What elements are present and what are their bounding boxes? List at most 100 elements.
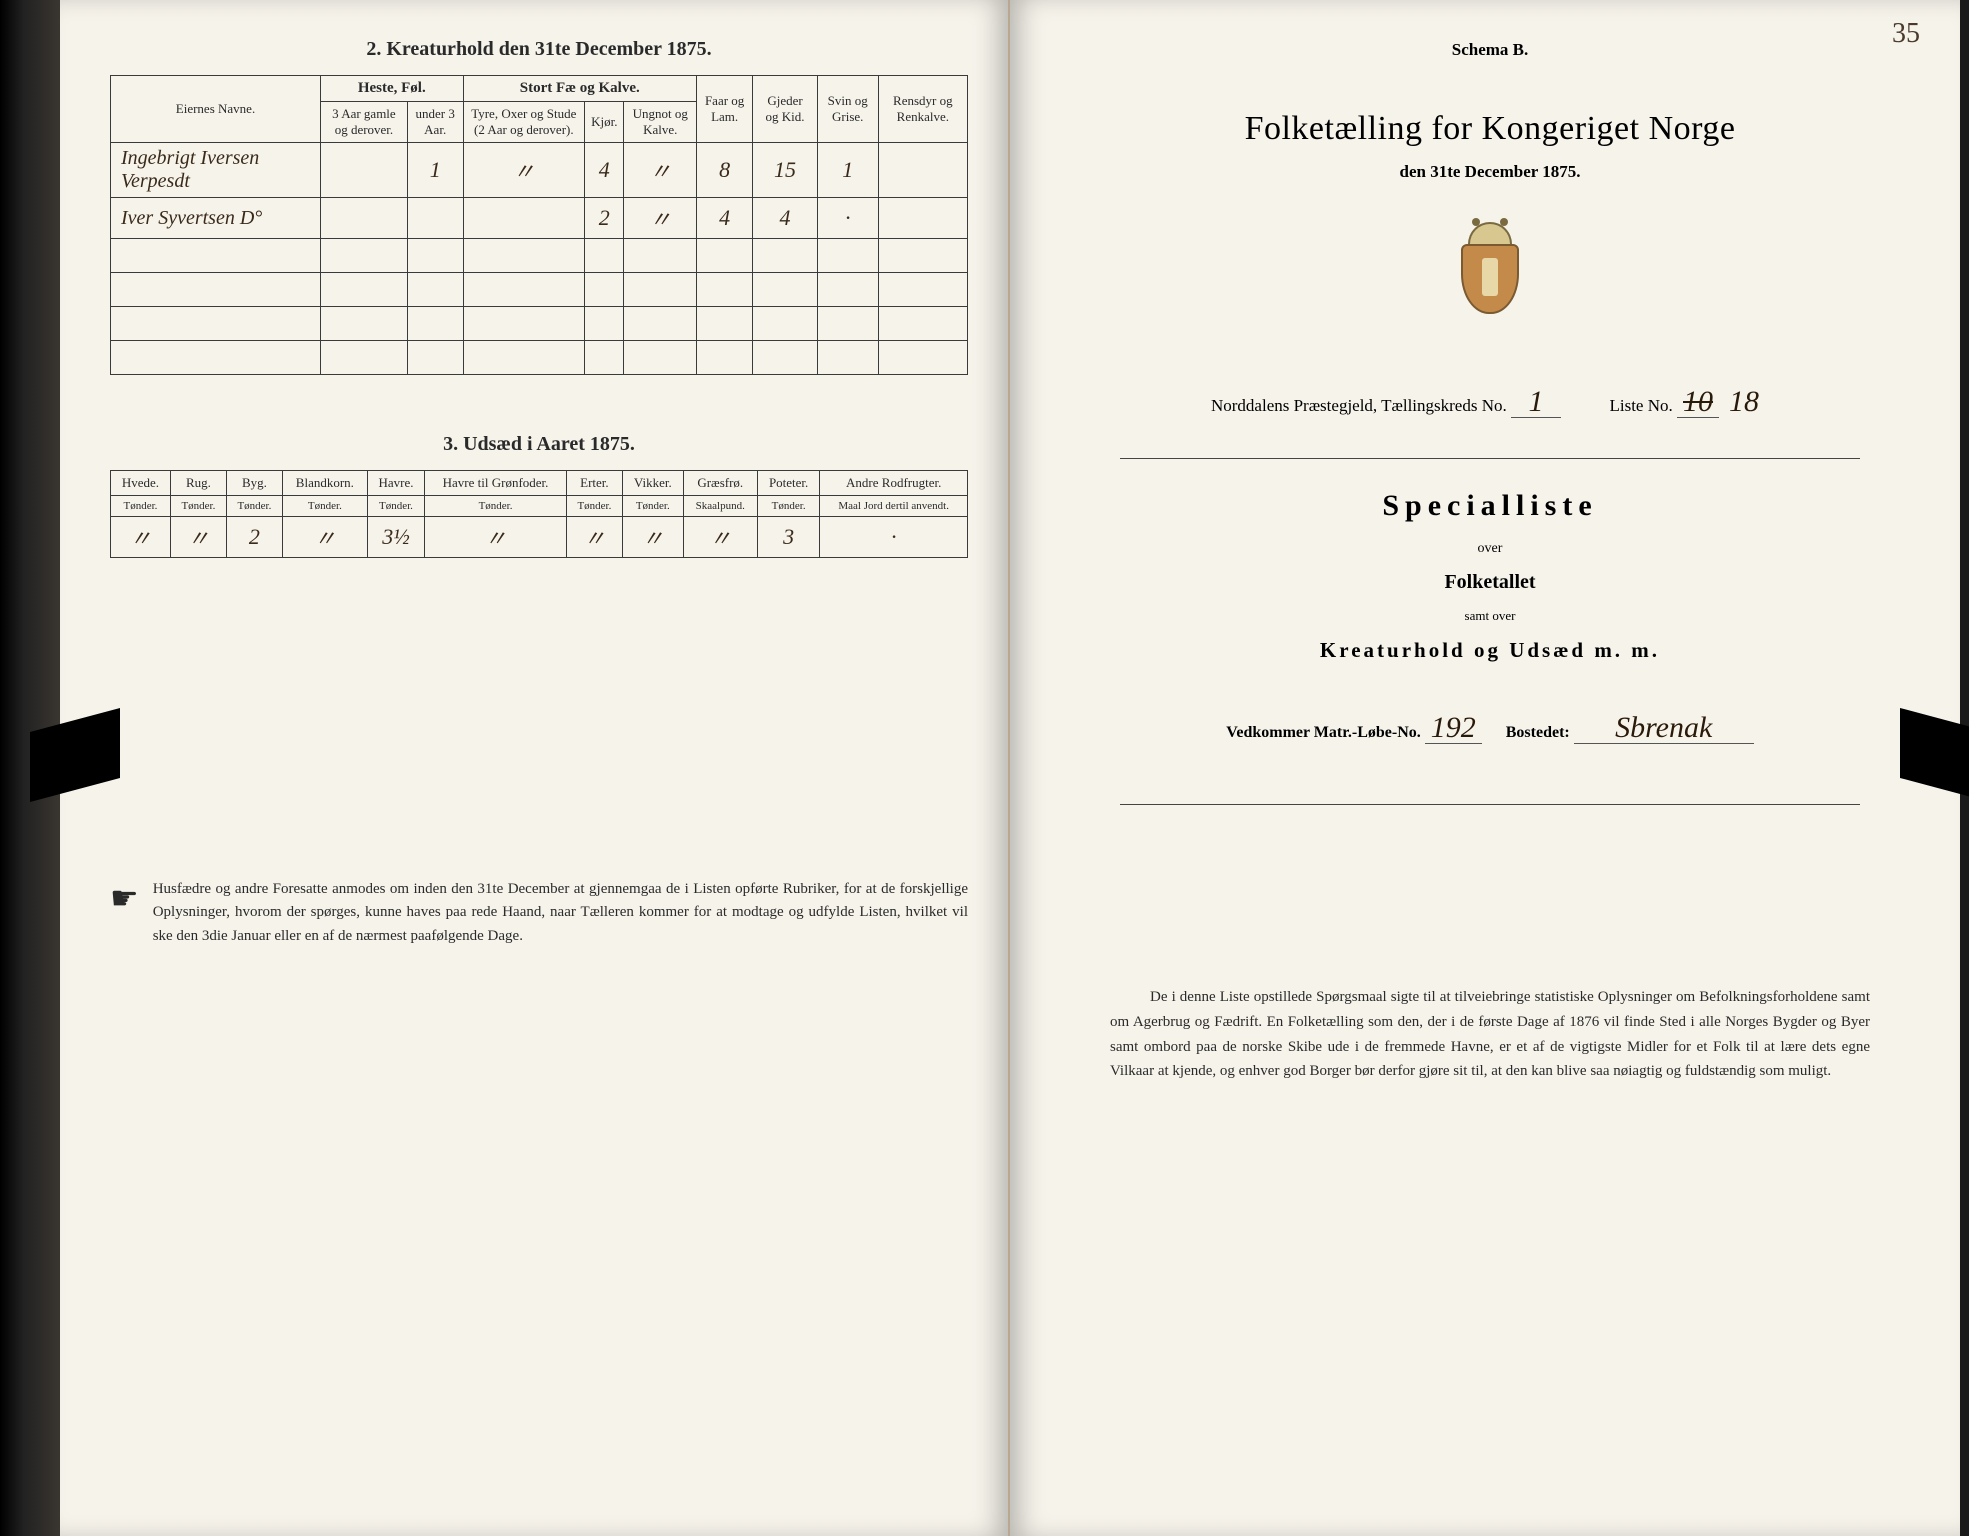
folketallet-label: Folketallet (1080, 571, 1900, 594)
page-number: 35 (1892, 18, 1920, 50)
seed-col: Andre Rodfrugter. (820, 471, 968, 496)
rule (1120, 458, 1860, 459)
kreatur-heading: Kreaturhold og Udsæd m. m. (1080, 638, 1900, 663)
table-row: 〃 〃 2 〃 3½ 〃 〃 〃 〃 3 · (111, 517, 968, 558)
cell: 8 (696, 143, 752, 198)
liste-no-struck: 10 (1677, 387, 1719, 418)
vedk-label: Vedkommer Matr.-Løbe-No. (1226, 724, 1421, 741)
clip-right (1900, 708, 1969, 802)
seed-col: Blandkorn. (282, 471, 367, 496)
seed-col: Havre til Grønfoder. (425, 471, 567, 496)
cell: 4 (696, 198, 752, 239)
col-fae-a: Tyre, Oxer og Stude (2 Aar og derover). (463, 102, 585, 143)
cell: 〃 (624, 143, 697, 198)
cell: 3½ (367, 517, 424, 558)
cell: 4 (585, 143, 624, 198)
cell: · (817, 198, 878, 239)
seed-unit: Tønder. (226, 496, 282, 517)
cell: 1 (817, 143, 878, 198)
seed-unit: Tønder. (111, 496, 171, 517)
cell: 〃 (170, 517, 226, 558)
table-row (111, 307, 968, 341)
cell: 〃 (566, 517, 622, 558)
seed-unit: Tønder. (566, 496, 622, 517)
cell: 〃 (622, 517, 683, 558)
cell (878, 198, 967, 239)
owner-name: Iver Syvertsen D° (111, 198, 321, 239)
cell: 〃 (624, 198, 697, 239)
seed-unit: Tønder. (282, 496, 367, 517)
cell: 〃 (683, 517, 757, 558)
seed-unit: Tønder. (367, 496, 424, 517)
parish-no: 1 (1511, 387, 1561, 418)
seed-unit: Tønder. (622, 496, 683, 517)
rule (1120, 804, 1860, 805)
vedkommer-line: Vedkommer Matr.-Løbe-No. 192 Bostedet: S… (1080, 713, 1900, 744)
col-eier: Eiernes Navne. (111, 76, 321, 143)
main-title: Folketælling for Kongeriget Norge (1080, 110, 1900, 148)
kreaturhold-table: Eiernes Navne. Heste, Føl. Stort Fæ og K… (110, 75, 968, 375)
udsaed-table: Hvede. Rug. Byg. Blandkorn. Havre. Havre… (110, 470, 968, 558)
cell (463, 198, 585, 239)
cell (407, 198, 463, 239)
seed-col: Havre. (367, 471, 424, 496)
schema-label: Schema B. (1080, 40, 1900, 60)
cell: 2 (226, 517, 282, 558)
book-spread: 2. Kreaturhold den 31te December 1875. E… (60, 0, 1960, 1536)
body-paragraph: De i denne Liste opstillede Spørgsmaal s… (1080, 985, 1900, 1084)
cell: 15 (753, 143, 817, 198)
col-heste-a: 3 Aar gamle og derover. (321, 102, 408, 143)
liste-no: 18 (1719, 387, 1769, 417)
cell: 1 (407, 143, 463, 198)
page-right: 35 Schema B. Folketælling for Kongeriget… (1010, 0, 1960, 1536)
seed-col: Rug. (170, 471, 226, 496)
pointing-hand-icon: ☛ (110, 874, 139, 948)
seed-col: Vikker. (622, 471, 683, 496)
section2-title: 2. Kreaturhold den 31te December 1875. (110, 38, 968, 61)
cell: 3 (757, 517, 820, 558)
cell: 2 (585, 198, 624, 239)
col-fae-c: Ungnot og Kalve. (624, 102, 697, 143)
seed-unit: Tønder. (425, 496, 567, 517)
table-row (111, 341, 968, 375)
cell (321, 198, 408, 239)
footer-note: ☛ Husfædre og andre Foresatte anmodes om… (110, 878, 968, 948)
cell: 4 (753, 198, 817, 239)
owner-name: Ingebrigt Iversen Verpesdt (111, 143, 321, 198)
col-heste-b: under 3 Aar. (407, 102, 463, 143)
note-text: Husfædre og andre Foresatte anmodes om i… (153, 878, 968, 948)
cell: 〃 (282, 517, 367, 558)
cell: 〃 (463, 143, 585, 198)
bosted-label: Bostedet: (1506, 724, 1570, 741)
page-left: 2. Kreaturhold den 31te December 1875. E… (60, 0, 1010, 1536)
seed-col: Erter. (566, 471, 622, 496)
liste-label: Liste No. (1609, 396, 1672, 415)
table-row (111, 273, 968, 307)
cell (878, 143, 967, 198)
over-label: over (1080, 541, 1900, 557)
samt-label: samt over (1080, 608, 1900, 624)
table-row: Ingebrigt Iversen Verpesdt 1 〃 4 〃 8 15 … (111, 143, 968, 198)
coat-of-arms-icon (1450, 222, 1530, 317)
cell: 〃 (425, 517, 567, 558)
grp-heste: Heste, Føl. (321, 76, 464, 102)
seed-col: Hvede. (111, 471, 171, 496)
cell: · (820, 517, 968, 558)
sub-date: den 31te December 1875. (1080, 162, 1900, 182)
specialliste-heading: Specialliste (1080, 489, 1900, 523)
seed-col: Græsfrø. (683, 471, 757, 496)
cell (321, 143, 408, 198)
section3-title: 3. Udsæd i Aaret 1875. (110, 433, 968, 456)
col-faar: Faar og Lam. (696, 76, 752, 143)
col-gjed: Gjeder og Kid. (753, 76, 817, 143)
table-row: Iver Syvertsen D° 2 〃 4 4 · (111, 198, 968, 239)
parish-line: Norddalens Præstegjeld, Tællingskreds No… (1080, 387, 1900, 418)
seed-unit: Skaalpund. (683, 496, 757, 517)
seed-col: Poteter. (757, 471, 820, 496)
vedk-no: 192 (1425, 713, 1482, 744)
table-row (111, 239, 968, 273)
parish-label: Norddalens Præstegjeld, Tællingskreds No… (1211, 396, 1507, 415)
col-ren: Rensdyr og Renkalve. (878, 76, 967, 143)
bosted-value: Sbrenak (1574, 713, 1754, 744)
col-fae-b: Kjør. (585, 102, 624, 143)
